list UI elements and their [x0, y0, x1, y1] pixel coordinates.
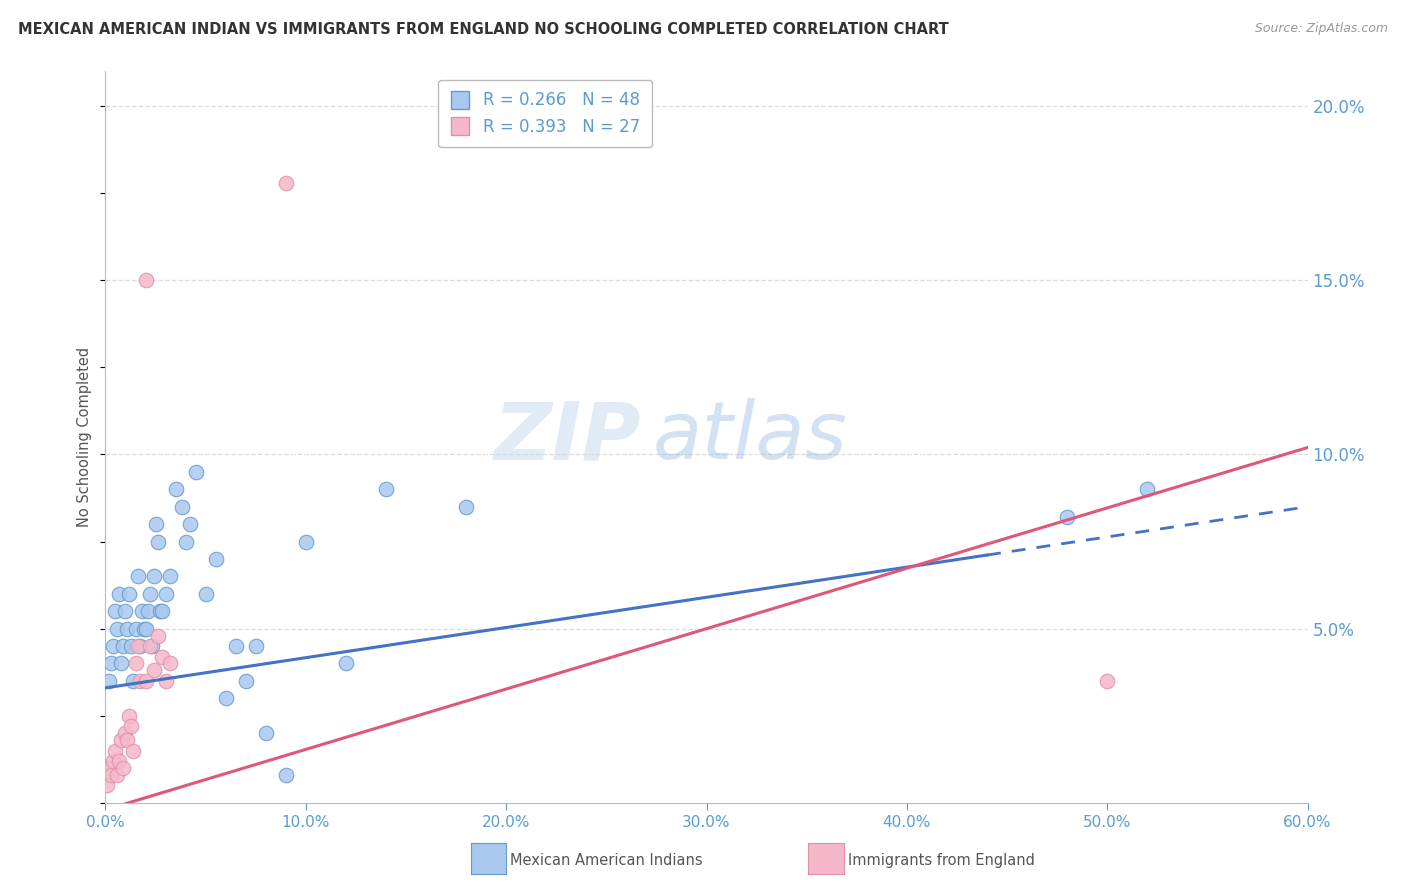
Text: Source: ZipAtlas.com: Source: ZipAtlas.com	[1254, 22, 1388, 36]
Point	[150, 649, 173, 664]
Point	[150, 604, 173, 618]
Point	[112, 639, 135, 653]
Point	[121, 719, 143, 733]
Point	[122, 673, 145, 688]
Point	[107, 768, 129, 782]
Point	[135, 273, 157, 287]
Text: MEXICAN AMERICAN INDIAN VS IMMIGRANTS FROM ENGLAND NO SCHOOLING COMPLETED CORREL: MEXICAN AMERICAN INDIAN VS IMMIGRANTS FR…	[18, 22, 949, 37]
Point	[374, 483, 398, 497]
Point	[96, 778, 118, 792]
Point	[155, 673, 177, 688]
Point	[145, 517, 167, 532]
Point	[159, 657, 181, 671]
Point	[124, 657, 146, 671]
Text: Mexican American Indians: Mexican American Indians	[510, 854, 703, 868]
Point	[122, 743, 145, 757]
Point	[110, 657, 132, 671]
Point	[159, 569, 181, 583]
Point	[100, 657, 122, 671]
Point	[142, 664, 165, 678]
Point	[117, 733, 139, 747]
Point	[127, 569, 149, 583]
Y-axis label: No Schooling Completed: No Schooling Completed	[77, 347, 93, 527]
Point	[104, 743, 127, 757]
Text: ZIP: ZIP	[494, 398, 640, 476]
Point	[124, 622, 146, 636]
Point	[335, 657, 357, 671]
Point	[142, 569, 165, 583]
Point	[225, 639, 247, 653]
Point	[136, 604, 159, 618]
Text: Immigrants from England: Immigrants from England	[848, 854, 1035, 868]
Point	[135, 673, 157, 688]
Point	[1136, 483, 1159, 497]
Point	[138, 639, 160, 653]
Point	[454, 500, 477, 514]
Point	[98, 761, 121, 775]
Point	[104, 604, 127, 618]
Point	[132, 622, 155, 636]
Point	[138, 587, 160, 601]
Point	[128, 673, 150, 688]
Point	[141, 639, 163, 653]
Point	[194, 587, 217, 601]
Point	[118, 587, 141, 601]
Point	[204, 552, 226, 566]
Legend: R = 0.266   N = 48, R = 0.393   N = 27: R = 0.266 N = 48, R = 0.393 N = 27	[439, 79, 652, 147]
Point	[127, 639, 149, 653]
Point	[170, 500, 193, 514]
Point	[108, 587, 131, 601]
Point	[103, 754, 125, 768]
Point	[1056, 510, 1078, 524]
Point	[295, 534, 318, 549]
Point	[108, 754, 131, 768]
Point	[114, 726, 136, 740]
Point	[274, 768, 297, 782]
Point	[100, 768, 122, 782]
Point	[1097, 673, 1119, 688]
Point	[165, 483, 187, 497]
Point	[184, 465, 207, 479]
Point	[118, 708, 141, 723]
Point	[128, 639, 150, 653]
Point	[114, 604, 136, 618]
Point	[107, 622, 129, 636]
Point	[121, 639, 143, 653]
Point	[174, 534, 197, 549]
Point	[254, 726, 277, 740]
Point	[146, 534, 169, 549]
Point	[179, 517, 201, 532]
Point	[135, 622, 157, 636]
Point	[274, 176, 297, 190]
Point	[98, 673, 121, 688]
Point	[110, 733, 132, 747]
Text: atlas: atlas	[652, 398, 848, 476]
Point	[245, 639, 267, 653]
Point	[214, 691, 236, 706]
Point	[155, 587, 177, 601]
Point	[146, 629, 169, 643]
Point	[148, 604, 170, 618]
Point	[112, 761, 135, 775]
Point	[235, 673, 257, 688]
Point	[117, 622, 139, 636]
Point	[103, 639, 125, 653]
Point	[131, 604, 153, 618]
